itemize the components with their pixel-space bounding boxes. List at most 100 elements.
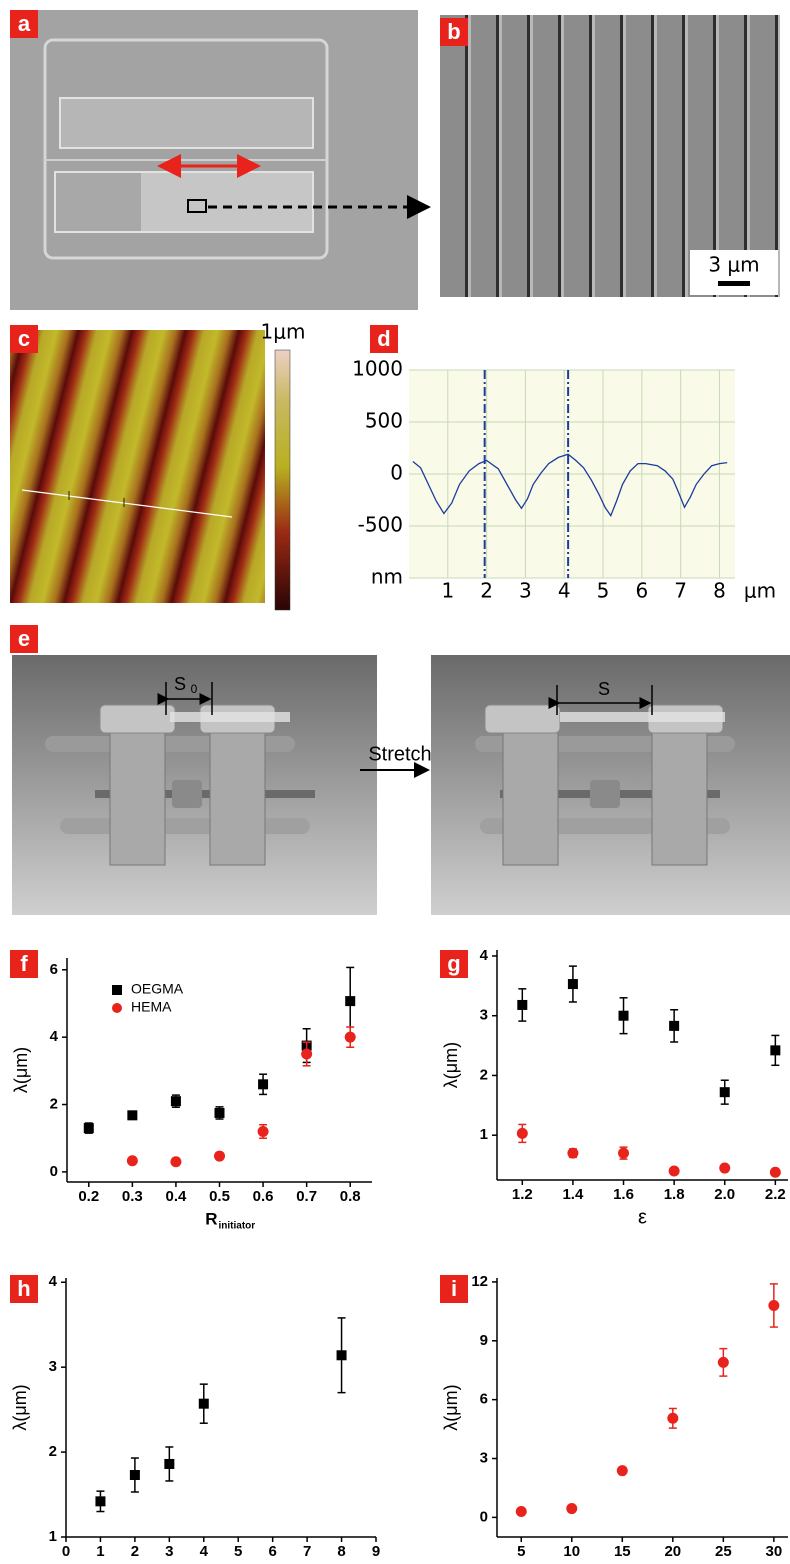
y-tick-label: 4 — [50, 1028, 59, 1045]
y-tick-label: 2 — [50, 1095, 58, 1112]
panel-label: c — [18, 326, 30, 351]
data-point — [567, 1148, 578, 1159]
data-point — [214, 1151, 225, 1162]
x-tick-label: 1.2 — [512, 1186, 533, 1203]
data-point — [337, 1350, 347, 1360]
data-point — [618, 1148, 629, 1159]
data-point — [130, 1470, 140, 1480]
y-axis-label: λ(μm) — [441, 1042, 461, 1088]
legend-marker — [112, 1003, 122, 1013]
y-tick-label: 6 — [50, 961, 58, 978]
data-point — [566, 1503, 577, 1514]
legend-label: HEMA — [131, 999, 172, 1015]
x-tick-label: 1.8 — [664, 1186, 685, 1203]
data-point — [517, 1128, 528, 1139]
x-tick-label: 1 — [96, 1543, 104, 1560]
data-point — [199, 1399, 209, 1409]
x-tick-label: 0.7 — [296, 1188, 317, 1205]
y-tick-label: 0 — [390, 461, 403, 485]
x-tick-label: 0.5 — [209, 1188, 230, 1205]
data-point — [127, 1155, 138, 1166]
x-tick-label: 5 — [234, 1543, 242, 1560]
x-tick-label: 9 — [372, 1543, 380, 1560]
data-point — [770, 1045, 780, 1055]
y-tick-label: 4 — [480, 947, 489, 964]
y-tick-label: 2 — [480, 1066, 488, 1083]
y-axis-label: λ(μm) — [441, 1384, 461, 1430]
x-axis-label-sub: initiator — [219, 1221, 256, 1232]
panel-label: i — [451, 1276, 457, 1301]
panel-label: e — [18, 626, 30, 651]
y-axis-label: λ(μm) — [11, 1047, 31, 1093]
s-label: S — [598, 679, 610, 699]
data-point — [516, 1506, 527, 1517]
y-tick-label: 9 — [480, 1332, 488, 1349]
panel-label: g — [447, 951, 460, 976]
y-tick-label: 1000 — [352, 357, 403, 381]
data-point — [718, 1357, 729, 1368]
data-point — [770, 1167, 781, 1178]
stretch-label: Stretch — [368, 743, 431, 765]
y-tick-label: 4 — [49, 1273, 58, 1290]
data-point — [619, 1011, 629, 1021]
x-tick-label: 0.3 — [122, 1188, 143, 1205]
x-tick-label: 0 — [62, 1543, 70, 1560]
x-tick-label: 7 — [674, 579, 687, 603]
x-tick-label: 0.4 — [165, 1188, 187, 1205]
y-tick-label: -500 — [358, 513, 403, 537]
x-axis-label: ε — [638, 1206, 647, 1228]
x-tick-label: 6 — [268, 1543, 276, 1560]
x-tick-label: 20 — [664, 1543, 681, 1560]
x-tick-label: 25 — [715, 1543, 732, 1560]
y-tick-label: 1 — [480, 1126, 488, 1143]
x-tick-label: 0.6 — [253, 1188, 274, 1205]
y-tick-label: 500 — [365, 409, 403, 433]
data-point — [667, 1413, 678, 1424]
y-tick-label: 3 — [480, 1007, 488, 1024]
x-tick-label: 1.4 — [562, 1186, 584, 1203]
panel-label: h — [17, 1276, 30, 1301]
x-tick-label: 8 — [337, 1543, 345, 1560]
y-tick-label: 3 — [480, 1449, 488, 1466]
data-point — [95, 1496, 105, 1506]
data-point — [301, 1049, 312, 1060]
panel-label: b — [447, 19, 460, 44]
afm-image: 1μm — [10, 320, 305, 611]
x-tick-label: 0.8 — [340, 1188, 361, 1205]
data-point — [345, 1032, 356, 1043]
data-point — [258, 1126, 269, 1137]
data-point — [719, 1163, 730, 1174]
figure: 3 μm 1μm S 0 — [0, 0, 790, 1564]
y-tick-label: 12 — [471, 1273, 488, 1290]
x-tick-label: 4 — [200, 1543, 209, 1560]
x-tick-label: 0.2 — [78, 1188, 99, 1205]
data-point — [170, 1156, 181, 1167]
x-tick-label: 5 — [597, 579, 610, 603]
photo-e: S 0 S Stretch — [12, 655, 790, 915]
data-point — [768, 1300, 779, 1311]
x-axis-label: R — [205, 1209, 217, 1228]
sem-image: 3 μm — [440, 15, 780, 297]
s0-subscript: 0 — [191, 682, 198, 696]
panel-label: d — [377, 326, 390, 351]
x-tick-label: 5 — [517, 1543, 525, 1560]
panel-label: f — [20, 951, 28, 976]
s0-label: S — [174, 674, 186, 694]
x-tick-label: 1 — [441, 579, 454, 603]
x-tick-label: 8 — [713, 579, 726, 603]
data-point — [84, 1123, 94, 1133]
x-tick-label: 15 — [614, 1543, 631, 1560]
data-point — [258, 1079, 268, 1089]
data-point — [171, 1096, 181, 1106]
y-tick-label: 0 — [480, 1508, 488, 1525]
x-tick-label: 3 — [165, 1543, 173, 1560]
data-point — [669, 1021, 679, 1031]
x-tick-label: 2.2 — [765, 1186, 786, 1203]
panel-label: a — [18, 11, 31, 36]
y-tick-label: 6 — [480, 1391, 488, 1408]
y-axis-label: λ(μm) — [10, 1384, 30, 1430]
x-tick-label: 7 — [303, 1543, 311, 1560]
scale-bar-label: 3 μm — [708, 253, 759, 277]
y-tick-label: nm — [371, 565, 403, 589]
photo-a — [10, 10, 428, 310]
